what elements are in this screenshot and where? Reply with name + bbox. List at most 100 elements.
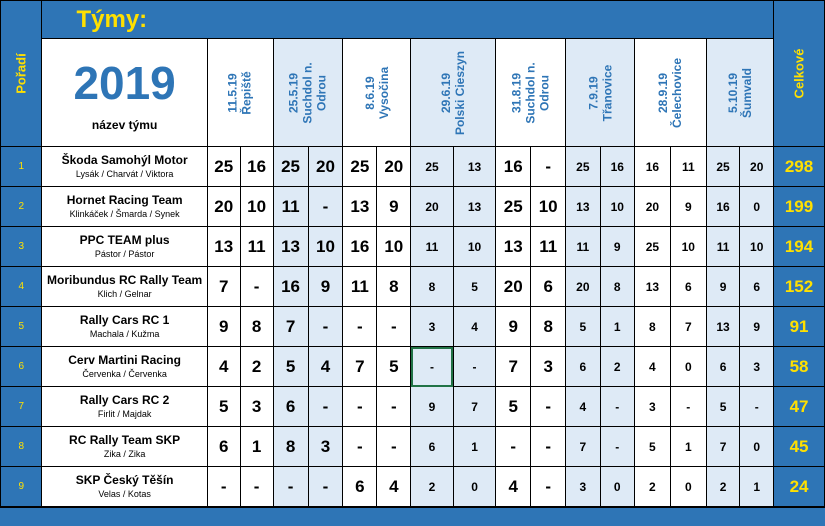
score-cell[interactable]: 10 [599,186,635,227]
score-cell[interactable]: 25 [272,146,309,187]
score-cell[interactable]: 3 [530,346,567,387]
score-cell[interactable]: 1 [239,426,274,467]
race-header-1[interactable]: 11.5.19 Řepiště [206,38,274,147]
score-cell[interactable]: 6 [272,386,309,427]
score-cell[interactable]: 11 [530,226,567,267]
score-cell[interactable]: 9 [206,306,241,347]
score-cell[interactable]: 16 [599,146,635,187]
score-cell[interactable]: 13 [452,146,497,187]
score-cell[interactable]: 6 [565,346,601,387]
race-header-2[interactable]: 25.5.19 Suchdol n. Odrou [272,38,344,147]
total-cell[interactable]: 91 [773,306,825,347]
score-cell[interactable]: 13 [272,226,309,267]
race-header-3[interactable]: 8.6.19 Vysočina [342,38,412,147]
team-cell[interactable]: PPC TEAM plus Pástor / Pástor [41,226,208,267]
score-cell[interactable]: 8 [272,426,309,467]
rank-cell[interactable]: 4 [0,266,43,307]
score-cell[interactable]: - [495,426,532,467]
score-cell[interactable]: 11 [669,146,707,187]
score-cell[interactable]: 5 [272,346,309,387]
score-cell[interactable]: - [307,466,344,507]
score-cell[interactable]: 10 [239,186,274,227]
score-cell[interactable]: 0 [739,186,775,227]
score-cell[interactable]: 13 [452,186,497,227]
score-cell[interactable]: 8 [410,266,454,307]
score-cell[interactable]: 3 [239,386,274,427]
score-cell[interactable]: 9 [376,186,412,227]
score-cell[interactable]: 25 [410,146,454,187]
score-cell[interactable]: 13 [565,186,601,227]
total-cell[interactable]: 298 [773,146,825,187]
score-cell[interactable]: 7 [565,426,601,467]
score-cell[interactable]: 8 [239,306,274,347]
celkove-header[interactable]: Celkové [773,0,825,147]
score-cell[interactable]: 20 [376,146,412,187]
score-cell[interactable]: 6 [342,466,378,507]
score-cell[interactable]: 13 [342,186,378,227]
score-cell[interactable]: - [530,426,567,467]
score-cell[interactable]: 6 [410,426,454,467]
score-cell[interactable]: 25 [565,146,601,187]
score-cell[interactable]: 7 [495,346,532,387]
score-cell[interactable]: - [669,386,707,427]
score-cell[interactable]: 2 [239,346,274,387]
score-cell[interactable]: 11 [410,226,454,267]
score-cell[interactable]: 8 [599,266,635,307]
total-cell[interactable]: 47 [773,386,825,427]
score-cell[interactable]: - [342,426,378,467]
score-cell[interactable]: 2 [599,346,635,387]
score-cell[interactable]: 20 [565,266,601,307]
score-cell[interactable]: - [376,426,412,467]
score-cell[interactable]: 3 [739,346,775,387]
score-cell[interactable]: - [206,466,241,507]
score-cell[interactable]: 25 [342,146,378,187]
score-cell[interactable]: 20 [206,186,241,227]
score-cell[interactable]: - [272,466,309,507]
score-cell[interactable]: 9 [599,226,635,267]
score-cell[interactable]: 20 [307,146,344,187]
score-cell[interactable]: 11 [239,226,274,267]
rank-cell[interactable]: 3 [0,226,43,267]
score-cell[interactable]: 0 [739,426,775,467]
score-cell[interactable]: 4 [633,346,671,387]
rank-cell[interactable]: 8 [0,426,43,467]
score-cell[interactable]: 13 [495,226,532,267]
team-cell[interactable]: Škoda Samohýl Motor Lysák / Charvát / Vik… [41,146,208,187]
score-cell[interactable]: 1 [452,426,497,467]
score-cell[interactable]: 13 [206,226,241,267]
score-cell[interactable]: 4 [565,386,601,427]
score-cell[interactable]: 0 [669,466,707,507]
score-cell[interactable]: 9 [495,306,532,347]
score-cell[interactable]: - [530,146,567,187]
score-cell[interactable]: 8 [530,306,567,347]
score-cell[interactable]: 6 [739,266,775,307]
score-cell[interactable]: - [307,386,344,427]
score-cell[interactable]: 3 [410,306,454,347]
score-cell[interactable]: - [342,306,378,347]
score-cell[interactable]: 7 [452,386,497,427]
total-cell[interactable]: 152 [773,266,825,307]
score-cell[interactable]: 9 [705,266,741,307]
score-cell[interactable]: 5 [705,386,741,427]
score-cell[interactable]: 0 [599,466,635,507]
team-cell[interactable]: Rally Cars RC 2 Firlit / Majdak [41,386,208,427]
score-cell[interactable]: 9 [410,386,454,427]
score-cell[interactable]: 6 [705,346,741,387]
score-cell[interactable]: 16 [239,146,274,187]
score-cell[interactable]: 0 [452,466,497,507]
score-cell[interactable]: - [599,426,635,467]
score-cell[interactable]: - [342,386,378,427]
score-cell[interactable]: 25 [495,186,532,227]
score-cell[interactable]: 8 [633,306,671,347]
score-cell[interactable]: 5 [452,266,497,307]
score-cell[interactable]: 3 [633,386,671,427]
score-cell[interactable]: 10 [530,186,567,227]
score-cell[interactable]: 13 [633,266,671,307]
score-cell[interactable]: - [410,346,454,387]
score-cell[interactable]: 10 [739,226,775,267]
score-cell[interactable]: 20 [410,186,454,227]
score-cell[interactable]: 7 [206,266,241,307]
score-cell[interactable]: 11 [272,186,309,227]
score-cell[interactable]: 3 [307,426,344,467]
score-cell[interactable]: 7 [705,426,741,467]
